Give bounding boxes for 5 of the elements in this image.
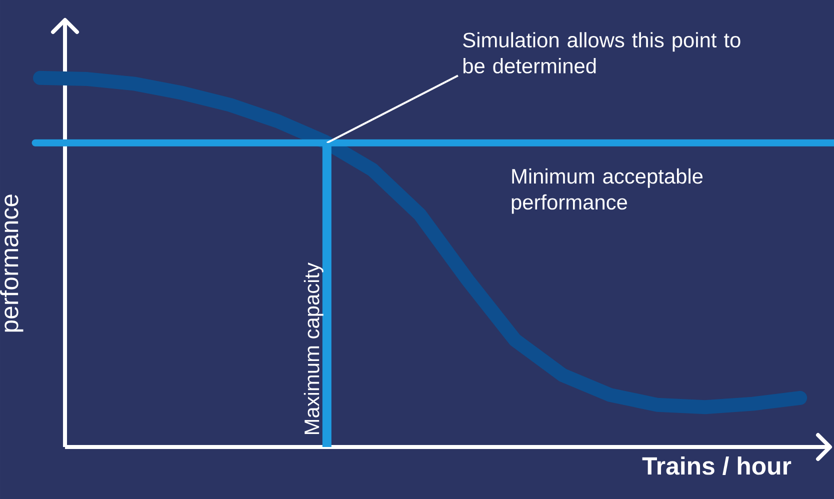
annotation: Maximum capacity	[304, 262, 324, 434]
text: Simulation allows this point to be determined	[463, 32, 740, 74]
x-axis-title: Trains / hour	[642, 456, 792, 476]
ref-line-label: Minimum acceptable performance	[512, 168, 703, 214]
y-axis-title: performance	[0, 194, 24, 332]
